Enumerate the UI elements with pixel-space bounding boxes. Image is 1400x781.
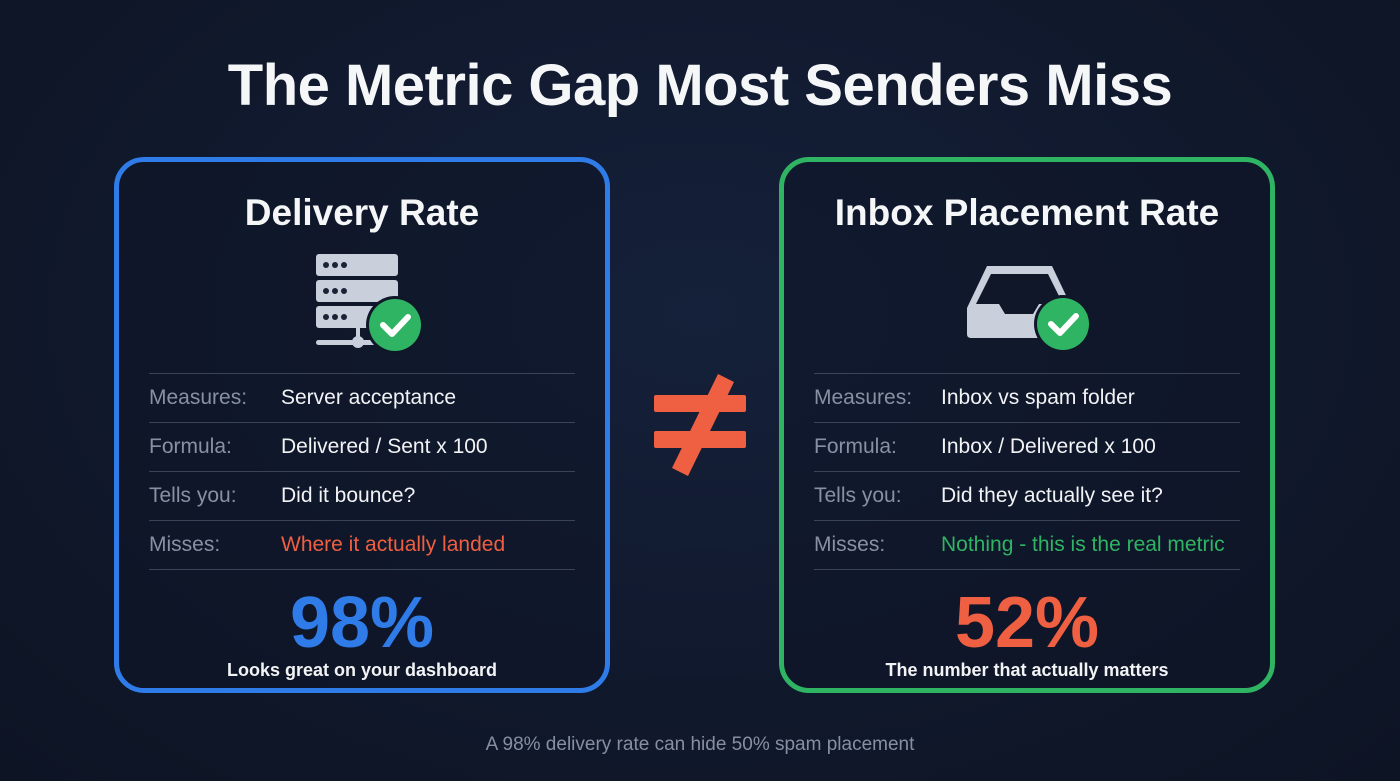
row-label: Misses: [814, 533, 886, 556]
row-value: Where it actually landed [281, 533, 506, 556]
inbox-placement-caption: The number that actually matters [885, 660, 1169, 680]
metric-details: Measures: Server acceptance Formula: Del… [149, 373, 575, 570]
row-label: Tells you: [149, 484, 237, 507]
inbox-check-icon [957, 258, 1097, 358]
row-label: Measures: [149, 386, 248, 409]
row-label: Misses: [149, 533, 221, 556]
inbox-placement-card: Inbox Placement Rate Measures: Inbox vs … [779, 157, 1275, 693]
inbox-placement-value: 52% [954, 583, 1100, 663]
delivery-rate-value: 98% [289, 583, 435, 663]
metric-details: Measures: Inbox vs spam folder Formula: … [814, 373, 1240, 570]
row-measures: Measures: Server acceptance [149, 373, 575, 422]
row-formula: Formula: Inbox / Delivered x 100 [814, 422, 1240, 471]
not-equal-icon [652, 370, 748, 480]
page-title: The Metric Gap Most Senders Miss [227, 53, 1173, 118]
row-value: Did they actually see it? [941, 484, 1163, 507]
row-value: Did it bounce? [281, 484, 416, 507]
delivery-rate-card: Delivery Rate Measures: Server acceptanc… [114, 157, 610, 693]
row-tells-you: Tells you: Did they actually see it? [814, 471, 1240, 520]
row-value: Nothing - this is the real metric [941, 533, 1225, 556]
row-value: Inbox vs spam folder [941, 386, 1135, 409]
row-value: Inbox / Delivered x 100 [941, 435, 1156, 458]
row-misses: Misses: Where it actually landed [149, 520, 575, 570]
card-title: Inbox Placement Rate [834, 192, 1220, 233]
row-value: Server acceptance [281, 386, 457, 409]
delivery-rate-caption: Looks great on your dashboard [226, 660, 498, 680]
card-title: Delivery Rate [244, 192, 480, 233]
server-check-icon [302, 254, 424, 354]
row-label: Measures: [814, 386, 913, 409]
row-value: Delivered / Sent x 100 [281, 435, 488, 458]
row-formula: Formula: Delivered / Sent x 100 [149, 422, 575, 471]
row-measures: Measures: Inbox vs spam folder [814, 373, 1240, 422]
footer-note: A 98% delivery rate can hide 50% spam pl… [485, 734, 915, 755]
row-misses: Misses: Nothing - this is the real metri… [814, 520, 1240, 570]
row-label: Tells you: [814, 484, 902, 507]
row-label: Formula: [814, 435, 897, 458]
row-tells-you: Tells you: Did it bounce? [149, 471, 575, 520]
row-label: Formula: [149, 435, 232, 458]
